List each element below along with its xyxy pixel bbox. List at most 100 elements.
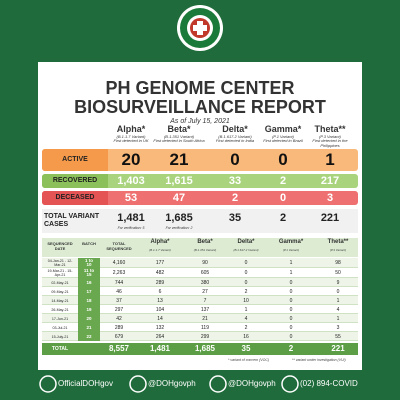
table-cell: 22 [86,333,92,339]
total-value: 1,685 [165,212,193,224]
subtitle: BIOSURVEILLANCE REPORT [74,97,326,117]
summary-value: 2 [279,175,287,187]
summary-value: 1,615 [165,175,193,187]
table-total-row [42,343,358,355]
table-cell: 119 [201,324,209,331]
footer-item: (02) 894-COVID [300,379,358,388]
table-cell: 17 [86,288,92,294]
table-cell: 20 [86,315,92,321]
summary-value: 53 [124,192,138,204]
summary-label: RECOVERED [42,174,108,188]
table-cell: 0 [289,306,293,313]
table-cell: 2,263 [112,270,126,276]
table-cell: 16 [86,279,92,285]
table-row [42,305,358,314]
logo [177,5,223,51]
table-cell: 18 [86,297,92,303]
summary-value: 0 [230,150,240,169]
summary-value: 1,403 [117,175,145,187]
table-header [42,238,358,257]
table-cell: 605 [200,270,210,276]
table-cell: 04-Jan-21 - 12-Mar-21 [47,259,73,267]
table-total-cell: 1,685 [194,344,216,353]
table-cell: 0 [336,288,340,295]
table-total-cell: 1,481 [149,344,171,353]
summary-value: 33 [228,175,242,187]
table-row [42,323,358,332]
table-cell: 1 [244,306,248,313]
table-header-cell: BATCH [82,241,96,246]
table-cell: 46 [116,288,122,295]
table-cell: 19 [86,306,92,312]
table-cell: 15-July-21 [51,334,69,339]
total-note: For verification: 2 [165,226,193,230]
table-cell: 6 [158,288,162,295]
table-cell: 0 [244,260,248,266]
summary-row [42,149,358,171]
table-cell: 132 [155,324,165,331]
table-cell: 09-May-21 [51,289,69,294]
table-total-label: TOTAL [51,346,69,352]
table-cell: 21 [86,324,92,330]
table-cell: 104 [155,306,165,313]
table-cell: 42 [116,315,122,322]
table-header-note: (P.1 Variant) [282,248,300,252]
table-header-note: (B.1.351 Variant) [193,248,217,252]
table-cell: 10 [243,297,249,304]
summary-value: 21 [169,150,189,169]
table-header-note: (P.3 Variant) [329,248,347,252]
table-cell: 297 [114,306,124,313]
title: PH GENOME CENTER [105,78,295,98]
table-header-cell: Theta** [327,239,349,245]
table-row [42,332,358,341]
batch-cell-bg [78,296,100,305]
table-cell: 16 [243,333,249,340]
variant-lineage: (B.1.351 Variant) [163,134,195,139]
table-cell: 744 [114,279,124,286]
variant-origin: First detected in India [215,138,255,143]
total-value: 2 [279,212,287,224]
variant-name: Alpha* [116,124,146,134]
table-cell: 37 [116,297,122,304]
table-cell: 19-Mar-21 - 15-Apr-21 [47,269,73,277]
table-cell: 4,160 [112,260,126,266]
table-row [42,278,358,287]
table-cell: 0 [289,288,293,295]
summary-value: 3 [326,192,334,204]
table-cell: 2 [244,288,248,295]
table-cell: 4 [336,306,340,313]
summary-label: DECEASED [42,191,108,205]
table-cell: 0 [289,333,293,340]
total-value: 35 [228,212,242,224]
footer-icons [39,375,299,393]
batch-cell-bg [78,314,100,323]
variant-lineage: (B.1.617.2 Variant) [218,134,252,139]
table-cell: 13 [157,297,163,304]
table-row [42,258,358,268]
footer-item: @DOHgovph [148,379,196,388]
table-cell: 14-May-21 [51,298,69,303]
variant-name: Delta* [222,124,248,134]
table-header-cell: Alpha* [150,239,170,245]
variant-origin: First detected in the Philippines [312,138,348,148]
batch-cell-bg [78,258,100,268]
variant-origin: First detected in Brazil [263,138,303,143]
table-cell: 137 [200,306,210,313]
table-cell: 3 [336,324,340,331]
table-cell: 0 [244,270,248,276]
table-row [42,268,358,278]
total-note: For verification: 5 [117,226,145,230]
table-cell: 50 [335,270,341,276]
table-cell: 21 [202,315,208,322]
summary-label: ACTIVE [42,149,108,171]
table-cell: 289 [155,279,165,286]
total-row [42,209,358,233]
batch-cell-bg [78,287,100,296]
table-cell: 1 [336,315,340,322]
table-cell: 1 to 10 [84,258,93,267]
summary-value: 0 [278,150,288,169]
variant-name: Theta** [314,124,346,134]
table-header-cell: Gamma* [278,239,304,245]
